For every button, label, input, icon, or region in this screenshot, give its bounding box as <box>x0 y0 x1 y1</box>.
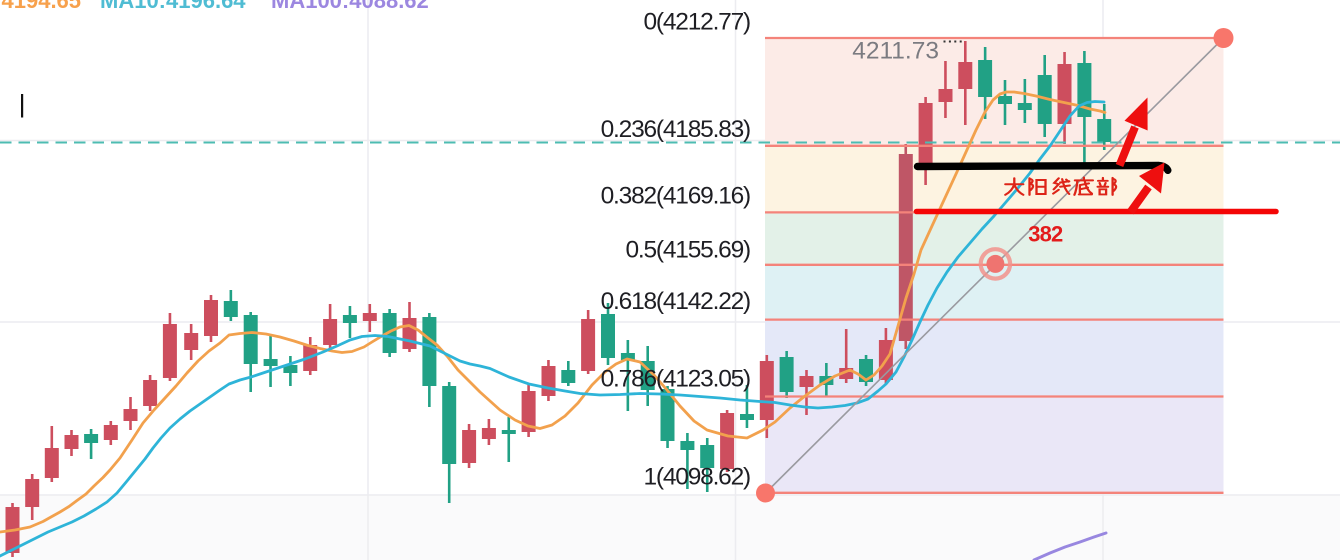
svg-text:MA10:4196.64: MA10:4196.64 <box>100 0 246 13</box>
svg-text:4211.73: 4211.73 <box>852 38 939 65</box>
svg-text:0.236(4185.83): 0.236(4185.83) <box>601 116 750 143</box>
svg-text:4194.65: 4194.65 <box>2 0 82 13</box>
svg-text:382: 382 <box>1028 222 1063 247</box>
svg-text:0.618(4142.22): 0.618(4142.22) <box>601 288 750 315</box>
svg-text:1(4098.62): 1(4098.62) <box>643 464 750 491</box>
svg-text:0.5(4155.69): 0.5(4155.69) <box>625 237 750 264</box>
svg-text:0(4212.77): 0(4212.77) <box>643 9 750 36</box>
svg-text:0.382(4169.16): 0.382(4169.16) <box>601 183 750 210</box>
svg-text:0.786(4123.05): 0.786(4123.05) <box>601 366 750 393</box>
svg-text:MA100:4088.62: MA100:4088.62 <box>271 0 429 13</box>
